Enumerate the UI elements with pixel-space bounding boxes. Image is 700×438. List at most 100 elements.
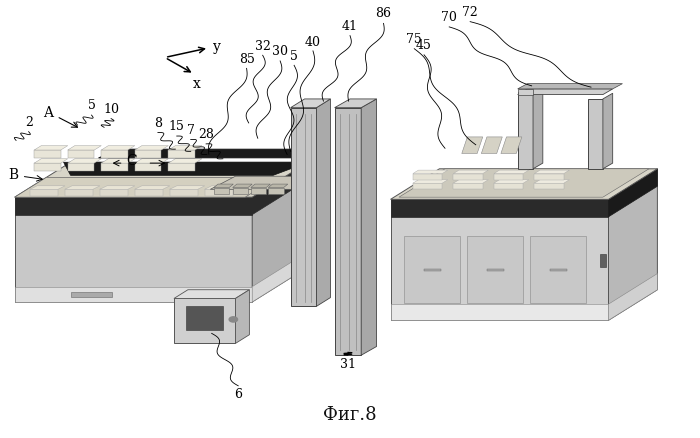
Polygon shape xyxy=(454,173,483,180)
Polygon shape xyxy=(64,162,308,175)
Polygon shape xyxy=(518,89,533,95)
Polygon shape xyxy=(501,137,522,153)
Polygon shape xyxy=(534,183,564,189)
Polygon shape xyxy=(413,180,448,183)
Polygon shape xyxy=(424,269,441,272)
Polygon shape xyxy=(335,108,361,355)
Polygon shape xyxy=(454,183,483,189)
Polygon shape xyxy=(413,183,442,189)
Text: A: A xyxy=(43,106,53,120)
Polygon shape xyxy=(268,187,284,194)
Polygon shape xyxy=(252,162,308,215)
Polygon shape xyxy=(530,237,586,303)
Polygon shape xyxy=(391,304,608,320)
Text: 30: 30 xyxy=(272,45,288,58)
Text: 28: 28 xyxy=(198,128,214,141)
Polygon shape xyxy=(587,99,603,169)
Polygon shape xyxy=(100,186,135,189)
Polygon shape xyxy=(534,180,569,183)
Polygon shape xyxy=(533,87,542,169)
Polygon shape xyxy=(210,176,319,189)
Polygon shape xyxy=(68,150,95,158)
Polygon shape xyxy=(468,237,524,303)
Polygon shape xyxy=(413,173,442,180)
Polygon shape xyxy=(487,269,504,272)
Polygon shape xyxy=(15,197,252,215)
Polygon shape xyxy=(135,186,170,189)
Polygon shape xyxy=(391,199,608,320)
Polygon shape xyxy=(413,170,448,173)
Polygon shape xyxy=(494,173,524,180)
Circle shape xyxy=(229,317,237,322)
Polygon shape xyxy=(102,163,128,171)
Polygon shape xyxy=(534,173,564,180)
Polygon shape xyxy=(15,177,276,197)
Polygon shape xyxy=(462,137,483,153)
Polygon shape xyxy=(169,146,202,150)
Text: C: C xyxy=(127,154,137,168)
Polygon shape xyxy=(30,189,58,196)
Text: 2: 2 xyxy=(25,116,33,129)
Polygon shape xyxy=(169,163,195,171)
Polygon shape xyxy=(15,197,252,302)
Text: 5: 5 xyxy=(88,99,95,113)
Polygon shape xyxy=(100,189,128,196)
Polygon shape xyxy=(30,186,65,189)
Polygon shape xyxy=(214,187,229,194)
Polygon shape xyxy=(34,146,68,150)
Polygon shape xyxy=(494,180,528,183)
Polygon shape xyxy=(454,170,489,173)
Text: 5: 5 xyxy=(290,50,298,63)
Polygon shape xyxy=(102,150,128,158)
Polygon shape xyxy=(600,254,606,267)
Polygon shape xyxy=(235,290,249,343)
Polygon shape xyxy=(608,169,657,320)
Text: 15: 15 xyxy=(169,120,185,134)
Polygon shape xyxy=(170,186,204,189)
Polygon shape xyxy=(204,186,239,189)
Text: 75: 75 xyxy=(407,33,422,46)
Polygon shape xyxy=(174,290,249,298)
Polygon shape xyxy=(135,163,162,171)
Polygon shape xyxy=(65,186,100,189)
Polygon shape xyxy=(102,159,135,163)
Polygon shape xyxy=(603,93,612,169)
Polygon shape xyxy=(316,99,330,306)
Polygon shape xyxy=(482,137,503,153)
Text: 45: 45 xyxy=(416,39,432,52)
Polygon shape xyxy=(102,146,135,150)
Polygon shape xyxy=(34,159,68,163)
Text: 41: 41 xyxy=(342,21,358,33)
Polygon shape xyxy=(135,159,169,163)
Polygon shape xyxy=(534,170,569,173)
Polygon shape xyxy=(68,163,95,171)
Polygon shape xyxy=(71,292,113,297)
Polygon shape xyxy=(15,162,308,197)
Polygon shape xyxy=(135,150,162,158)
Polygon shape xyxy=(494,183,524,189)
Polygon shape xyxy=(232,187,248,194)
Polygon shape xyxy=(391,169,657,199)
Polygon shape xyxy=(391,199,608,217)
Text: 40: 40 xyxy=(305,36,321,49)
Text: 72: 72 xyxy=(462,6,478,19)
Polygon shape xyxy=(15,287,252,302)
Text: 6: 6 xyxy=(234,389,242,401)
Text: 7: 7 xyxy=(187,124,195,137)
Polygon shape xyxy=(518,84,622,89)
Polygon shape xyxy=(361,99,377,355)
Polygon shape xyxy=(169,150,195,158)
Polygon shape xyxy=(251,184,270,187)
Polygon shape xyxy=(169,159,202,163)
Text: Фиг.8: Фиг.8 xyxy=(323,406,377,424)
Polygon shape xyxy=(252,162,308,302)
Polygon shape xyxy=(204,189,232,196)
Polygon shape xyxy=(135,189,163,196)
Polygon shape xyxy=(68,146,102,150)
Polygon shape xyxy=(34,163,61,171)
Polygon shape xyxy=(252,252,308,302)
Polygon shape xyxy=(399,169,649,197)
Polygon shape xyxy=(405,237,461,303)
Polygon shape xyxy=(518,89,612,95)
Polygon shape xyxy=(65,189,93,196)
